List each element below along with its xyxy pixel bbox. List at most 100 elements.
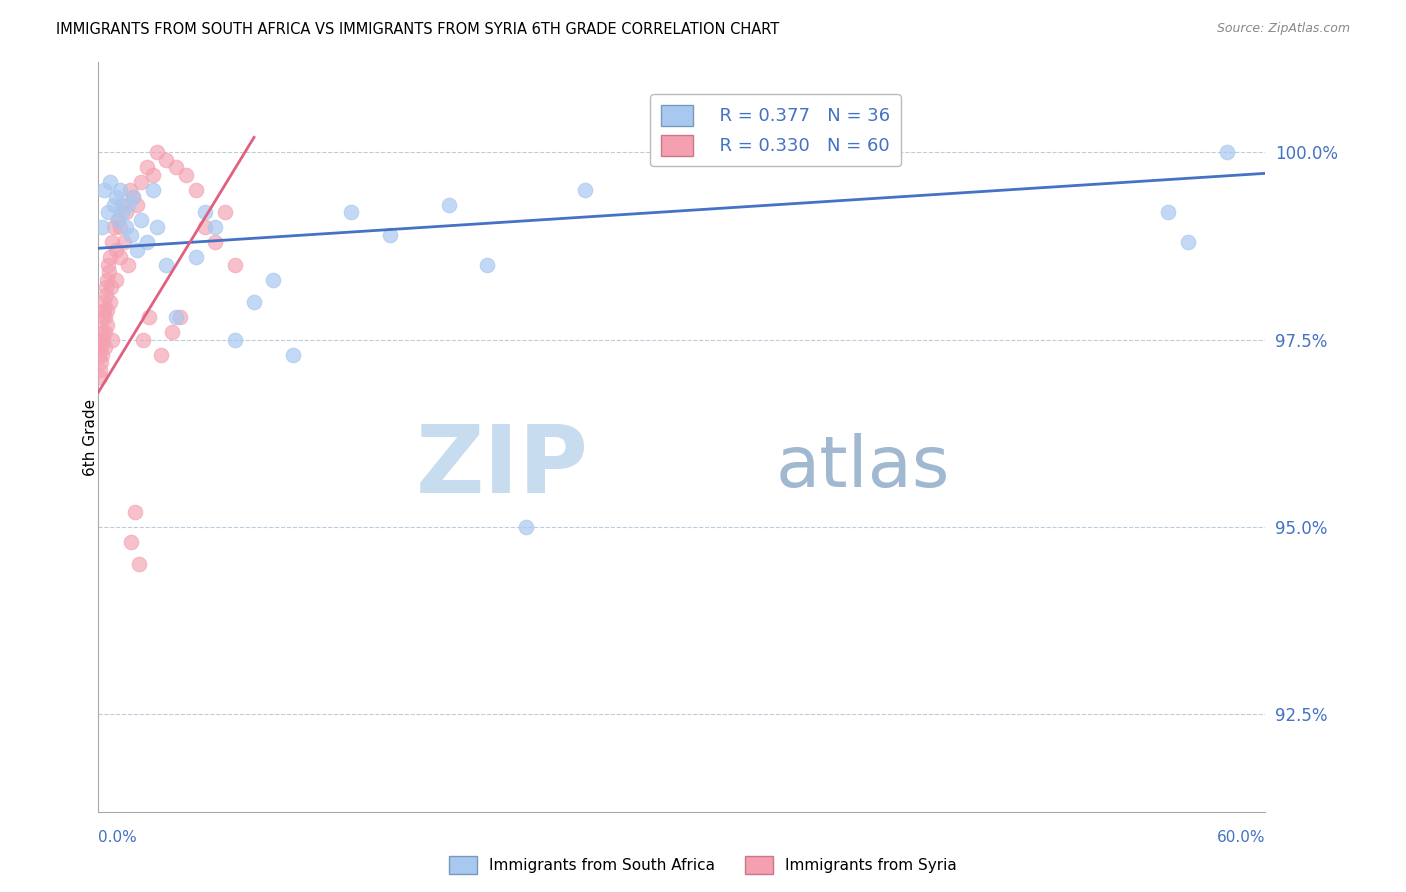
Point xyxy=(104,243,127,257)
Point xyxy=(98,250,121,264)
Point xyxy=(515,520,537,534)
Point xyxy=(194,205,217,219)
Point xyxy=(91,310,114,325)
Point xyxy=(91,333,114,347)
Point xyxy=(98,265,121,279)
Text: atlas: atlas xyxy=(775,433,949,501)
Legend:   R = 0.377   N = 36,   R = 0.330   N = 60: R = 0.377 N = 36, R = 0.330 N = 60 xyxy=(650,94,901,166)
Point xyxy=(142,183,165,197)
Point xyxy=(136,235,159,250)
Point xyxy=(89,370,111,384)
Point xyxy=(122,190,145,204)
Point xyxy=(574,183,596,197)
Legend: Immigrants from South Africa, Immigrants from Syria: Immigrants from South Africa, Immigrants… xyxy=(443,850,963,880)
Point xyxy=(111,198,134,212)
Point xyxy=(155,258,177,272)
Point xyxy=(103,198,125,212)
Point xyxy=(224,333,246,347)
Point xyxy=(96,318,118,332)
Text: IMMIGRANTS FROM SOUTH AFRICA VS IMMIGRANTS FROM SYRIA 6TH GRADE CORRELATION CHAR: IMMIGRANTS FROM SOUTH AFRICA VS IMMIGRAN… xyxy=(56,22,779,37)
Point xyxy=(89,362,111,376)
Point xyxy=(243,295,266,310)
Point xyxy=(117,198,139,212)
Point xyxy=(437,198,460,212)
Point xyxy=(146,145,169,160)
Point xyxy=(103,220,125,235)
Text: 60.0%: 60.0% xyxy=(1218,830,1265,846)
Point xyxy=(104,273,127,287)
Point xyxy=(129,175,152,189)
Point xyxy=(162,325,184,339)
Text: ZIP: ZIP xyxy=(416,421,589,513)
Point xyxy=(1215,145,1237,160)
Point xyxy=(262,273,284,287)
Point xyxy=(107,212,129,227)
Point xyxy=(1177,235,1199,250)
Point xyxy=(146,220,169,235)
Point xyxy=(93,183,115,197)
Point xyxy=(97,258,120,272)
Point xyxy=(108,183,131,197)
Point xyxy=(477,258,499,272)
Point xyxy=(91,220,114,235)
Point xyxy=(98,175,121,189)
Point xyxy=(93,295,115,310)
Text: 0.0%: 0.0% xyxy=(98,830,138,846)
Point xyxy=(124,505,146,519)
Point xyxy=(128,558,150,572)
Point xyxy=(108,220,131,235)
Point xyxy=(89,348,111,362)
Point xyxy=(97,205,120,219)
Point xyxy=(96,287,118,301)
Point xyxy=(117,258,139,272)
Y-axis label: 6th Grade: 6th Grade xyxy=(83,399,97,475)
Point xyxy=(122,190,145,204)
Point xyxy=(224,258,246,272)
Point xyxy=(101,235,124,250)
Point xyxy=(107,212,129,227)
Point xyxy=(94,280,117,294)
Point xyxy=(101,333,124,347)
Point xyxy=(129,212,152,227)
Point xyxy=(114,220,136,235)
Point xyxy=(93,310,115,325)
Point xyxy=(204,235,226,250)
Point xyxy=(184,183,207,197)
Point xyxy=(1157,205,1180,219)
Point xyxy=(96,302,118,317)
Point xyxy=(204,220,226,235)
Point xyxy=(142,168,165,182)
Point xyxy=(169,310,191,325)
Point xyxy=(93,302,115,317)
Point xyxy=(136,161,159,175)
Point xyxy=(121,227,143,242)
Point xyxy=(104,190,127,204)
Point xyxy=(121,535,143,549)
Point xyxy=(94,340,117,354)
Point xyxy=(96,273,118,287)
Point xyxy=(380,227,402,242)
Point xyxy=(108,250,131,264)
Point xyxy=(98,295,121,310)
Point xyxy=(100,280,122,294)
Point xyxy=(281,348,304,362)
Point xyxy=(184,250,207,264)
Point xyxy=(127,243,149,257)
Point xyxy=(118,183,141,197)
Point xyxy=(165,161,187,175)
Point xyxy=(90,340,112,354)
Point xyxy=(112,235,135,250)
Point xyxy=(91,348,114,362)
Point xyxy=(165,310,187,325)
Point xyxy=(155,153,177,167)
Point xyxy=(127,198,149,212)
Point xyxy=(94,325,117,339)
Point xyxy=(132,333,155,347)
Point xyxy=(90,355,112,369)
Point xyxy=(149,348,172,362)
Point xyxy=(89,333,111,347)
Point xyxy=(138,310,160,325)
Point xyxy=(214,205,236,219)
Point xyxy=(194,220,217,235)
Point xyxy=(111,205,134,219)
